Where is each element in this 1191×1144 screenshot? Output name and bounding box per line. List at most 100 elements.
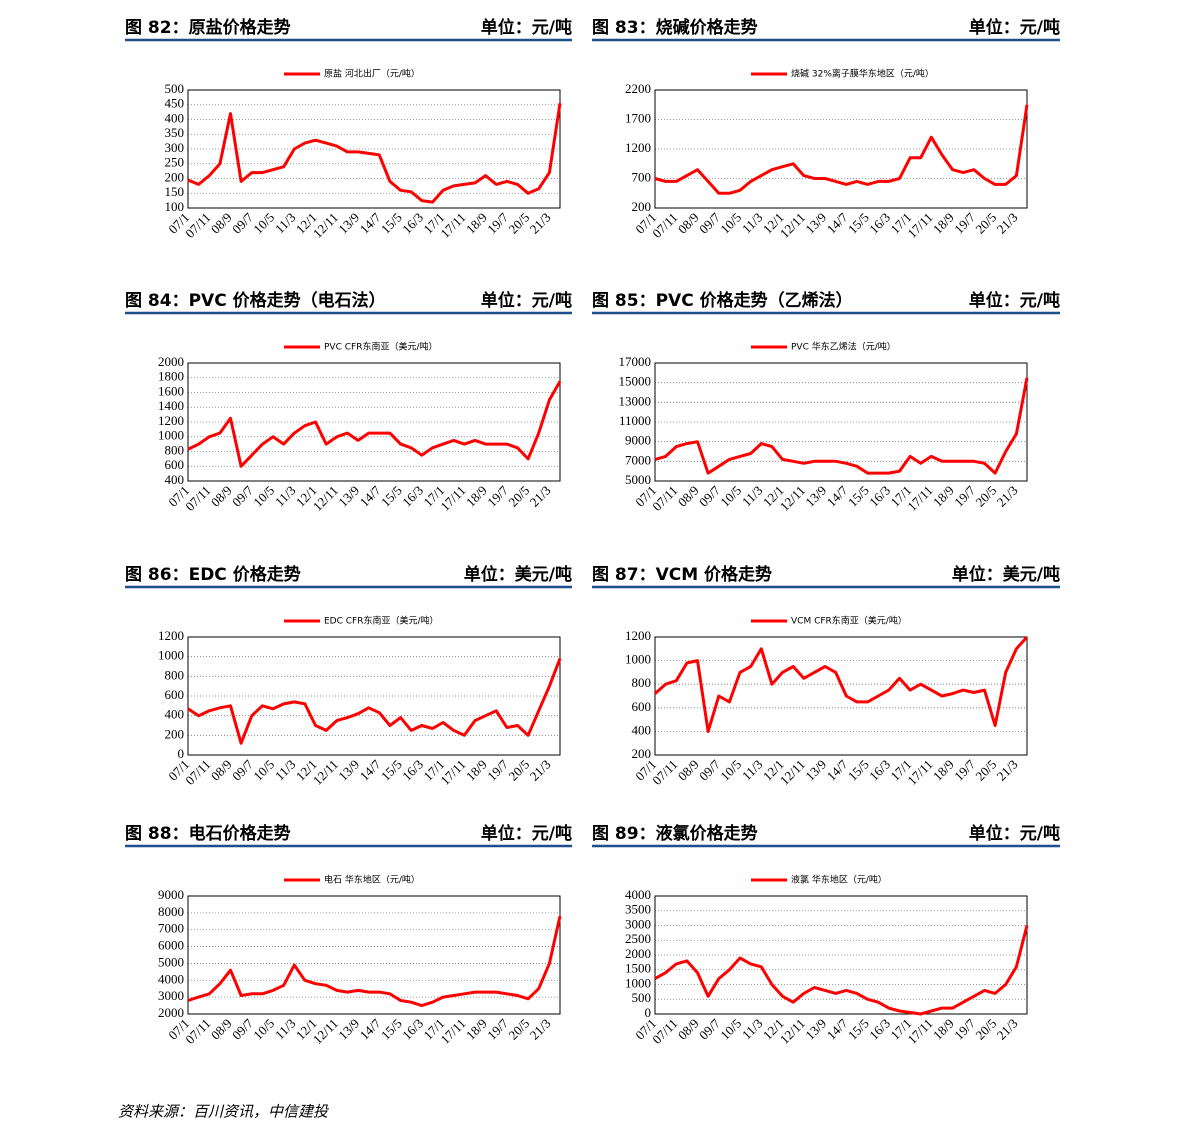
y-tick-label: 150: [165, 184, 185, 199]
source-note: 资料来源：百川资讯，中信建投: [118, 1103, 330, 1121]
legend-label: VCM CFR东南亚（美元/吨）: [791, 615, 907, 627]
y-tick-label: 5000: [158, 954, 184, 969]
y-tick-label: 15000: [619, 374, 652, 389]
y-tick-label: 2200: [625, 81, 651, 96]
y-tick-label: 4000: [625, 887, 651, 902]
y-tick-label: 1600: [158, 383, 184, 398]
y-tick-label: 1700: [625, 110, 651, 125]
legend-label: EDC CFR东南亚（美元/吨）: [324, 615, 439, 627]
panel-title: 图 85：PVC 价格走势（乙烯法）: [592, 290, 853, 311]
y-tick-label: 8000: [158, 904, 184, 919]
y-tick-label: 400: [165, 110, 185, 125]
legend-label: 液氯 华东地区（元/吨）: [791, 874, 887, 886]
y-tick-label: 4000: [158, 971, 184, 986]
y-tick-label: 3000: [158, 988, 184, 1003]
y-tick-label: 400: [165, 472, 185, 487]
data-line: [187, 658, 562, 745]
y-tick-label: 600: [165, 457, 185, 472]
y-tick-label: 5000: [625, 472, 651, 487]
plot-frame: [654, 895, 1028, 1015]
plot-frame: [187, 362, 561, 482]
y-tick-label: 1000: [158, 428, 184, 443]
y-tick-label: 800: [165, 442, 185, 457]
y-tick-label: 600: [165, 687, 185, 702]
plot-frame: [187, 636, 561, 756]
legend-label: 原盐 河北出厂（元/吨）: [324, 68, 420, 80]
y-tick-label: 0: [645, 1005, 652, 1020]
y-tick-label: 9000: [158, 887, 184, 902]
panel-title: 图 84：PVC 价格走势（电石法）: [125, 290, 386, 311]
plot-frame: [654, 362, 1028, 482]
data-line: [187, 380, 562, 468]
data-line: [654, 925, 1029, 1016]
panel-unit: 单位：元/吨: [481, 17, 572, 38]
x-tick-label: 21/3: [527, 757, 554, 784]
y-tick-label: 7000: [158, 921, 184, 936]
y-tick-label: 1800: [158, 369, 184, 384]
y-tick-label: 500: [165, 81, 185, 96]
y-tick-label: 300: [165, 140, 185, 155]
y-tick-label: 7000: [625, 452, 651, 467]
y-tick-label: 2000: [158, 354, 184, 369]
y-tick-label: 1000: [158, 648, 184, 663]
y-tick-label: 2000: [625, 946, 651, 961]
y-tick-label: 11000: [619, 413, 651, 428]
panel-unit: 单位：元/吨: [481, 290, 572, 311]
y-tick-label: 1200: [625, 628, 651, 643]
data-line: [654, 104, 1029, 195]
y-tick-label: 1000: [625, 975, 651, 990]
data-line: [654, 635, 1029, 733]
panel-unit: 单位：美元/吨: [952, 564, 1060, 585]
data-line: [654, 377, 1029, 475]
y-tick-label: 700: [632, 169, 652, 184]
y-tick-label: 1200: [158, 413, 184, 428]
x-tick-label: 21/3: [527, 1016, 554, 1043]
y-tick-label: 1400: [158, 398, 184, 413]
plot-frame: [654, 636, 1028, 756]
y-tick-label: 1000: [625, 652, 651, 667]
y-tick-label: 6000: [158, 938, 184, 953]
y-tick-label: 200: [632, 199, 652, 214]
y-tick-label: 1200: [625, 140, 651, 155]
x-tick-label: 21/3: [527, 210, 554, 237]
x-tick-label: 21/3: [994, 757, 1021, 784]
y-tick-label: 200: [165, 169, 185, 184]
legend-label: PVC 华东乙烯法（元/吨）: [791, 341, 896, 353]
panel-title: 图 82：原盐价格走势: [125, 17, 291, 38]
legend-label: 烧碱 32%离子膜华东地区（元/吨）: [791, 68, 934, 80]
legend-label: PVC CFR东南亚（美元/吨）: [324, 341, 437, 353]
y-tick-label: 13000: [619, 393, 652, 408]
panel-title: 图 86：EDC 价格走势: [125, 564, 301, 585]
y-tick-label: 0: [178, 746, 185, 761]
x-tick-label: 21/3: [994, 210, 1021, 237]
panel-unit: 单位：元/吨: [481, 823, 572, 844]
x-tick-label: 21/3: [994, 1016, 1021, 1043]
plot-frame: [187, 895, 561, 1015]
panel-title: 图 83：烧碱价格走势: [592, 17, 758, 38]
panel-unit: 单位：元/吨: [969, 823, 1060, 844]
y-tick-label: 400: [165, 707, 185, 722]
y-tick-label: 400: [632, 722, 652, 737]
plot-frame: [187, 89, 561, 209]
data-line: [187, 915, 562, 1008]
y-tick-label: 2500: [625, 931, 651, 946]
panel-title: 图 87：VCM 价格走势: [592, 564, 772, 585]
y-tick-label: 350: [165, 125, 185, 140]
panel-unit: 单位：元/吨: [969, 17, 1060, 38]
panel-title: 图 88：电石价格走势: [125, 823, 291, 844]
y-tick-label: 600: [632, 699, 652, 714]
y-tick-label: 1500: [625, 961, 651, 976]
legend-label: 电石 华东地区（元/吨）: [324, 874, 420, 886]
y-tick-label: 800: [632, 675, 652, 690]
panel-unit: 单位：元/吨: [969, 290, 1060, 311]
panel-unit: 单位：美元/吨: [464, 564, 572, 585]
y-tick-label: 9000: [625, 433, 651, 448]
y-tick-label: 500: [632, 990, 652, 1005]
y-tick-label: 200: [165, 726, 185, 741]
y-tick-label: 3000: [625, 916, 651, 931]
y-tick-label: 250: [165, 155, 185, 170]
y-tick-label: 100: [165, 199, 185, 214]
plot-frame: [654, 89, 1028, 209]
y-tick-label: 1200: [158, 628, 184, 643]
